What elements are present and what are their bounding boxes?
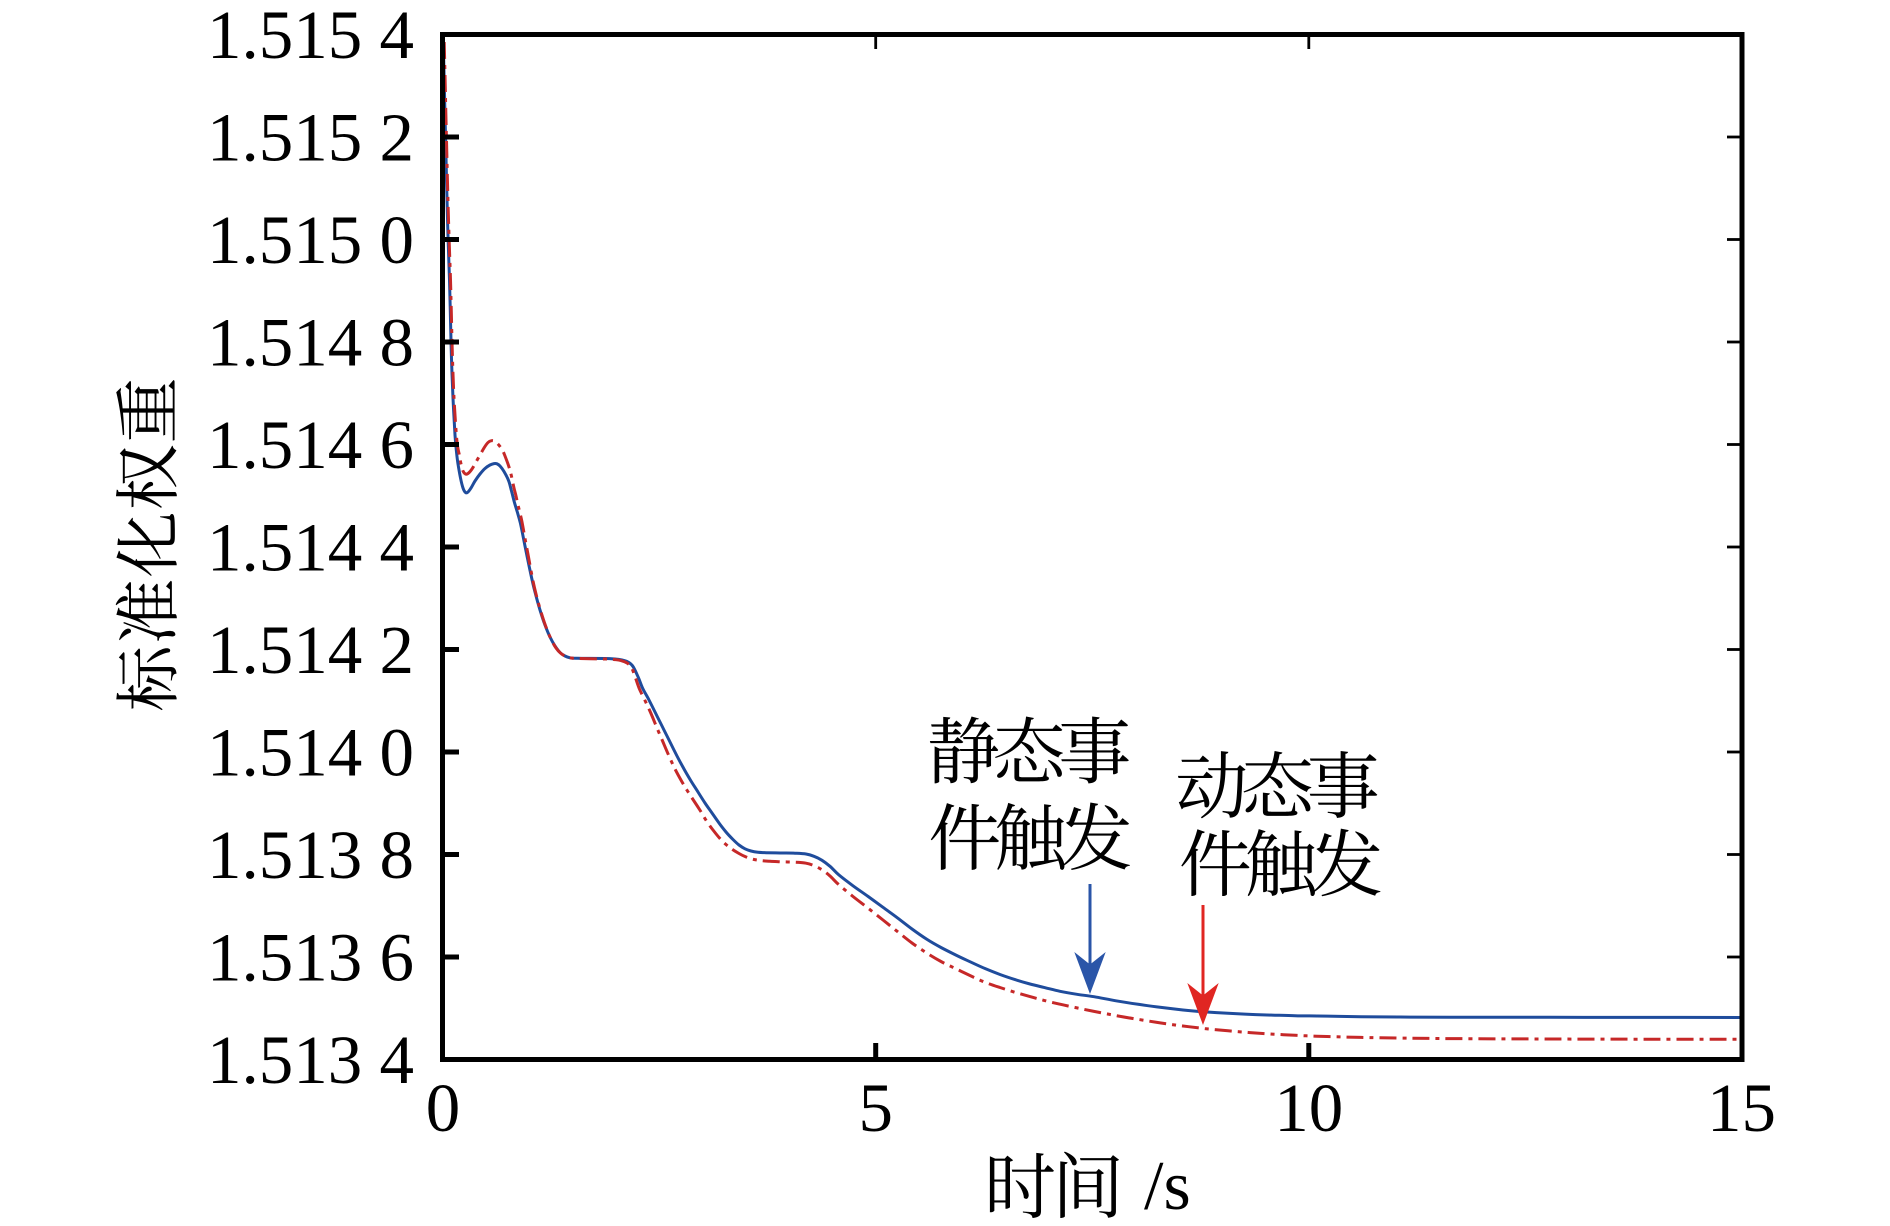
svg-text:15: 15 xyxy=(1707,1070,1776,1146)
svg-text:1.515 4: 1.515 4 xyxy=(207,0,414,73)
svg-text:10: 10 xyxy=(1274,1070,1343,1146)
svg-text:1.515 2: 1.515 2 xyxy=(207,100,414,176)
svg-text:1.514 2: 1.514 2 xyxy=(207,612,414,688)
svg-text:1.513 8: 1.513 8 xyxy=(207,817,414,893)
svg-text:5: 5 xyxy=(858,1070,893,1146)
svg-text:1.513 6: 1.513 6 xyxy=(207,920,414,996)
svg-text:1.514 8: 1.514 8 xyxy=(207,305,414,381)
svg-text:1.515 0: 1.515 0 xyxy=(207,202,414,278)
svg-text:1.513 4: 1.513 4 xyxy=(207,1022,414,1098)
svg-text:1.514 4: 1.514 4 xyxy=(207,510,414,586)
svg-text:1.514 0: 1.514 0 xyxy=(207,715,414,791)
svg-text:0: 0 xyxy=(426,1070,461,1146)
svg-text:/s: /s xyxy=(1144,1148,1191,1225)
svg-text:1.514 6: 1.514 6 xyxy=(207,407,414,483)
